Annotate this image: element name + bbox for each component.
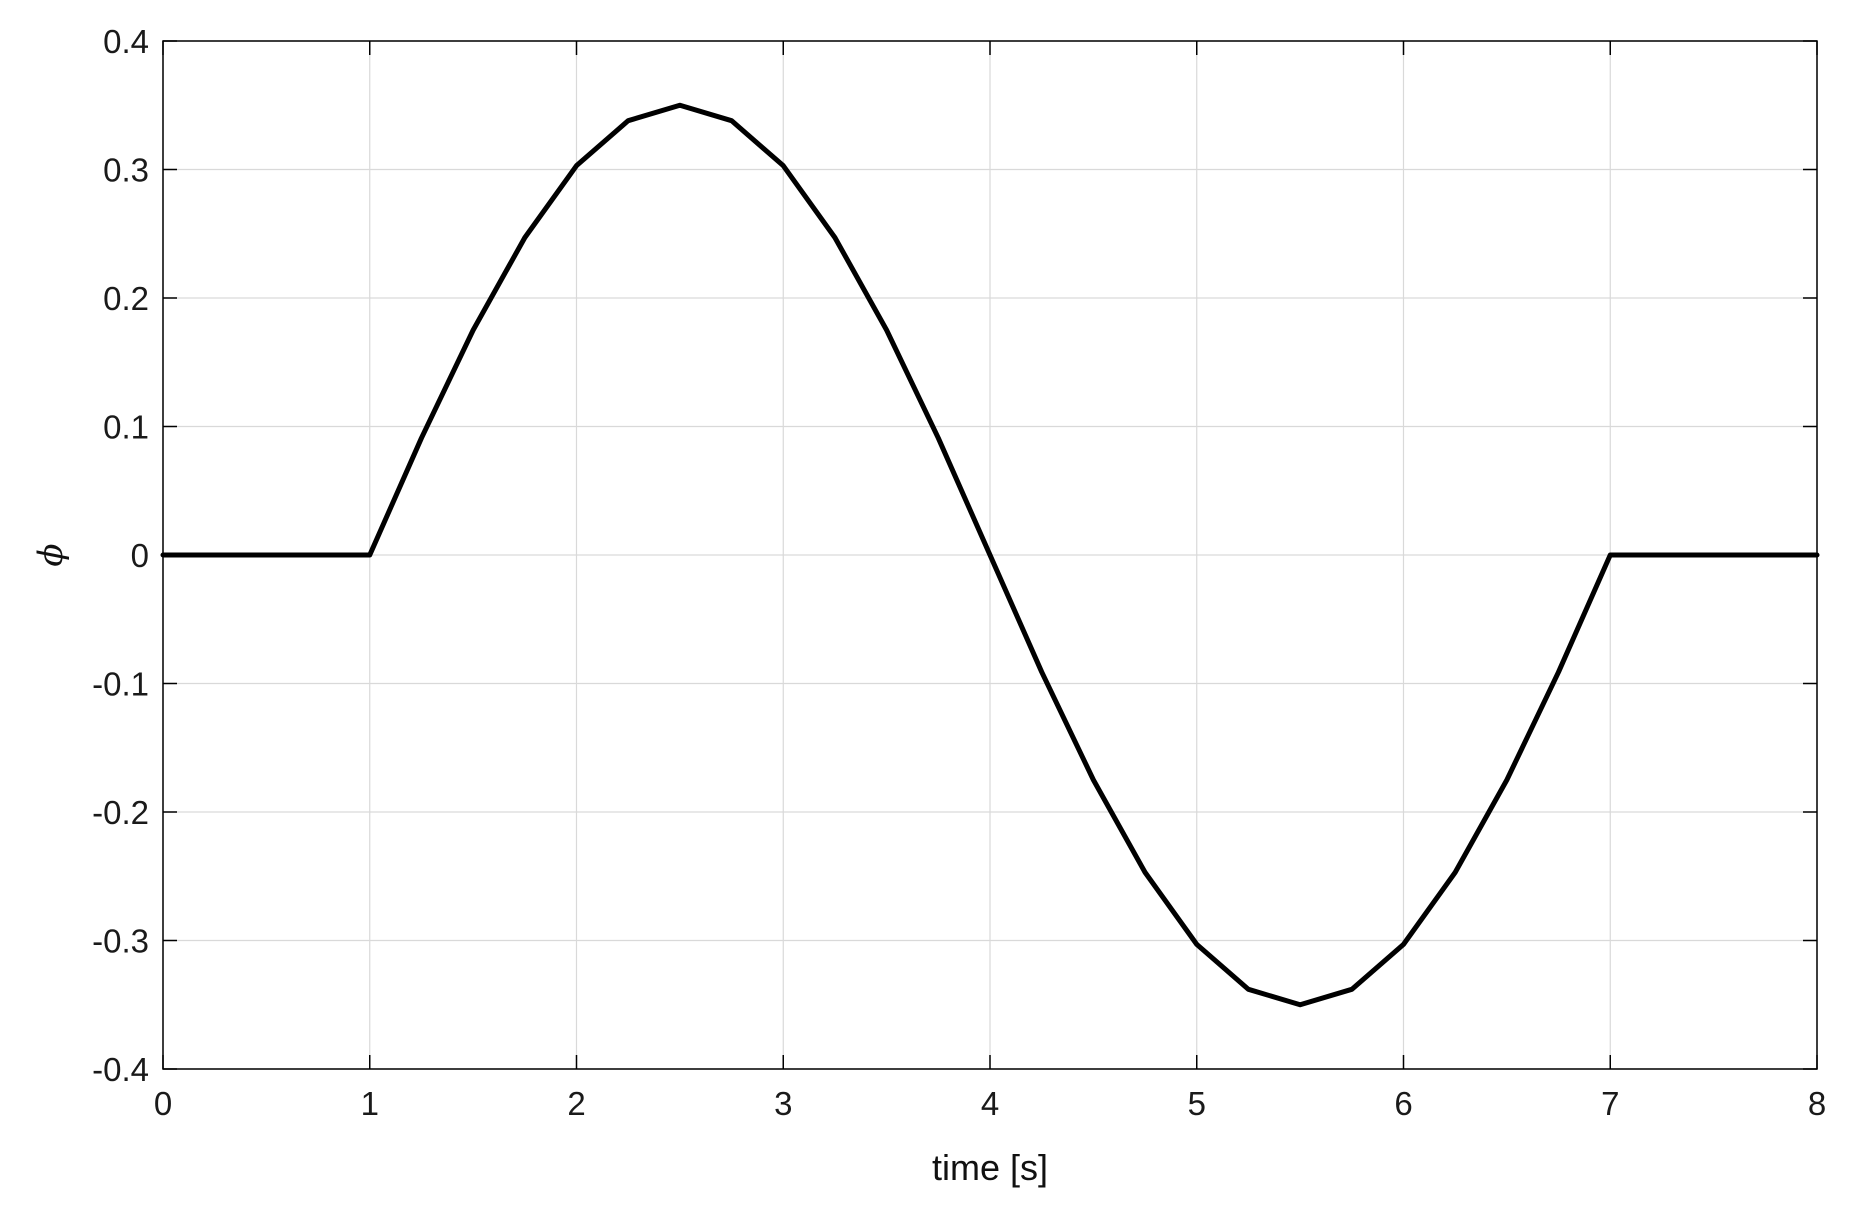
- y-tick-label: -0.4: [92, 1051, 149, 1088]
- x-tick-label: 2: [567, 1085, 585, 1122]
- x-axis-title: time [s]: [932, 1147, 1048, 1188]
- series-group: [160, 102, 1820, 1008]
- x-tick-label: 6: [1394, 1085, 1412, 1122]
- y-tick-label: -0.2: [92, 794, 149, 831]
- y-tick-labels: 0.4 0.3 0.2 0.1 0 -0.1 -0.2 -0.3 -0.4: [92, 23, 149, 1088]
- y-tick-label: 0.4: [103, 23, 149, 60]
- y-axis-title: ϕ: [31, 543, 71, 566]
- x-tick-labels: 0 1 2 3 4 5 6 7 8: [154, 1085, 1826, 1122]
- y-tick-label: 0.3: [103, 152, 149, 189]
- y-tick-label: -0.3: [92, 923, 149, 960]
- x-tick-label: 5: [1188, 1085, 1206, 1122]
- x-tick-label: 8: [1808, 1085, 1826, 1122]
- x-tick-label: 1: [361, 1085, 379, 1122]
- y-tick-label: 0.2: [103, 280, 149, 317]
- y-tick-label: -0.1: [92, 666, 149, 703]
- x-tick-label: 4: [981, 1085, 999, 1122]
- x-tick-label: 3: [774, 1085, 792, 1122]
- series-line: [160, 102, 1820, 1008]
- y-tick-label: 0: [131, 537, 149, 574]
- x-tick-label: 0: [154, 1085, 172, 1122]
- y-tick-label: 0.1: [103, 409, 149, 446]
- x-tick-label: 7: [1601, 1085, 1619, 1122]
